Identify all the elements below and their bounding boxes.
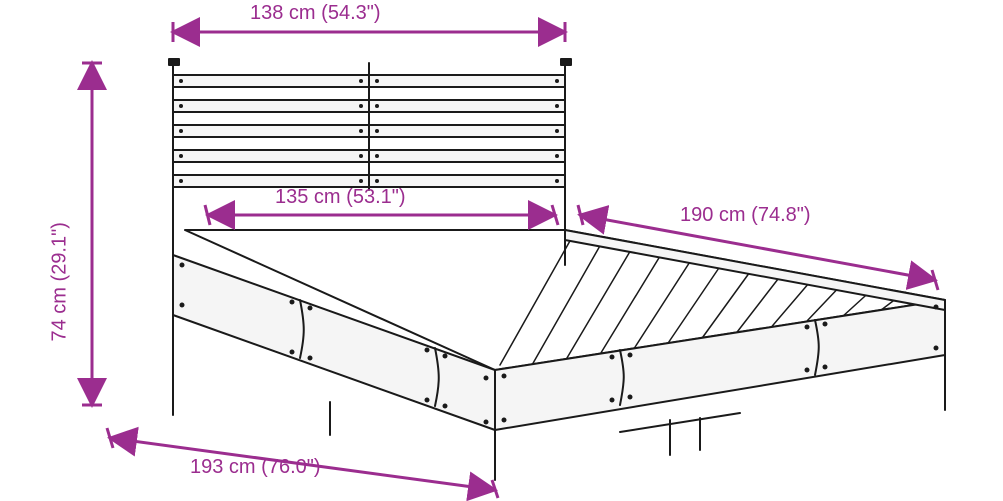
dim-inner-width: 135 cm (53.1") <box>275 186 406 209</box>
dim-headboard-width: 138 cm (54.3") <box>250 2 381 25</box>
bed-frame <box>169 59 945 480</box>
headboard-slats <box>173 63 565 190</box>
dim-inner-length: 190 cm (74.8") <box>680 204 811 227</box>
dim-height: 74 cm (29.1") <box>49 222 72 341</box>
bed-dimension-diagram <box>0 0 1003 501</box>
dim-outer-length: 193 cm (76.0") <box>190 456 321 479</box>
